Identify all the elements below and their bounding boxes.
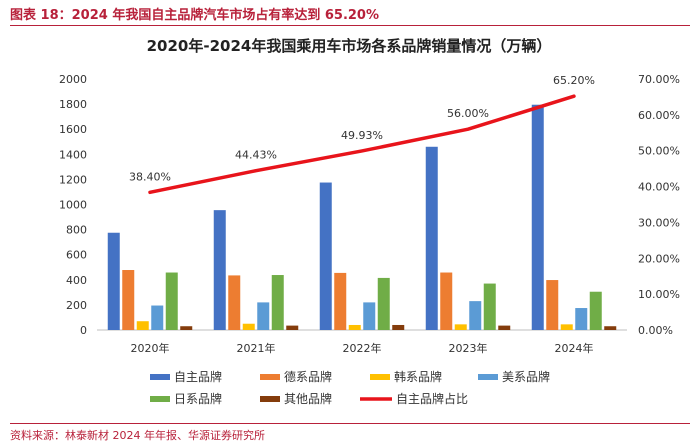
left-axis-ticks: 0 200 400 600 800 1000 1200 1400 1600 1800 2000 — [59, 73, 87, 337]
bar — [334, 272, 347, 330]
legend-label: 其他品牌 — [284, 392, 332, 406]
bar — [575, 308, 588, 330]
bar — [213, 210, 226, 330]
share-data-label: 65.20% — [553, 74, 595, 87]
x-tick-label: 2021年 — [237, 341, 276, 355]
bar — [546, 280, 559, 330]
y-tick-label: 1600 — [59, 123, 87, 136]
y-tick-label: 0 — [80, 324, 87, 337]
category-labels: 2020年 2021年 2022年 2023年 2024年 — [131, 341, 594, 355]
y-tick-label: 200 — [66, 299, 87, 312]
chart-title: 2020年-2024年我国乘用车市场各系品牌销量情况（万辆） — [147, 37, 552, 55]
bar — [228, 275, 241, 330]
share-data-label: 44.43% — [235, 149, 277, 162]
y-tick-label: 400 — [66, 274, 87, 287]
bar — [363, 302, 376, 330]
bar — [531, 104, 544, 330]
bar — [151, 305, 164, 330]
bar — [107, 232, 120, 330]
bar — [319, 182, 332, 330]
bar — [377, 277, 390, 330]
legend-swatch — [370, 374, 390, 380]
y-tick-label: 1200 — [59, 173, 87, 186]
y2-tick-label: 50.00% — [638, 145, 680, 158]
bar — [469, 301, 482, 330]
y-tick-label: 600 — [66, 249, 87, 262]
y2-tick-label: 40.00% — [638, 181, 680, 194]
legend-swatch — [478, 374, 498, 380]
bar — [560, 324, 573, 330]
bar — [483, 283, 496, 330]
y2-tick-label: 20.00% — [638, 252, 680, 265]
y2-tick-label: 0.00% — [638, 324, 673, 337]
share-data-label: 49.93% — [341, 129, 383, 142]
x-tick-label: 2020年 — [131, 341, 170, 355]
legend-label: 自主品牌占比 — [396, 391, 468, 406]
bar — [498, 325, 511, 330]
legend-label: 日系品牌 — [174, 392, 222, 406]
legend-label: 德系品牌 — [284, 369, 332, 384]
x-tick-label: 2023年 — [449, 341, 488, 355]
share-line — [148, 94, 576, 195]
share-data-label: 38.40% — [129, 170, 171, 183]
bar — [271, 275, 284, 330]
y-tick-label: 2000 — [59, 73, 87, 86]
bar — [136, 321, 149, 330]
bar — [604, 326, 617, 330]
legend-swatch — [260, 396, 280, 402]
y-tick-label: 1000 — [59, 199, 87, 212]
title-divider — [10, 25, 690, 26]
bar — [286, 325, 299, 330]
bar — [348, 324, 361, 330]
bar — [589, 291, 602, 330]
bar — [425, 146, 438, 330]
bars — [107, 104, 617, 330]
share-data-label: 56.00% — [447, 107, 489, 120]
share-line-layer: 38.40% 44.43% 49.93% 56.00% 65.20% — [129, 74, 595, 195]
figure-title: 图表 18：2024 年我国自主品牌汽车市场占有率达到 65.20% — [10, 8, 379, 23]
legend-swatch — [260, 374, 280, 380]
bar — [440, 272, 453, 330]
right-axis-ticks: 0.00% 10.00% 20.00% 30.00% 40.00% 50.00% 60.00… — [638, 73, 680, 337]
bar — [165, 272, 178, 330]
legend-swatch — [150, 396, 170, 402]
y2-tick-label: 60.00% — [638, 109, 680, 122]
bar — [392, 324, 405, 330]
y2-tick-label: 30.00% — [638, 216, 680, 229]
y2-tick-label: 10.00% — [638, 288, 680, 301]
y-tick-label: 800 — [66, 224, 87, 237]
bar — [122, 270, 135, 330]
x-tick-label: 2022年 — [343, 341, 382, 355]
legend-label: 美系品牌 — [502, 370, 550, 384]
y2-tick-label: 70.00% — [638, 73, 680, 86]
bar — [454, 324, 467, 330]
bar — [180, 326, 193, 330]
y-tick-label: 1400 — [59, 148, 87, 161]
bar — [242, 323, 255, 330]
source-note: 资料来源：林泰新材 2024 年年报、华源证券研究所 — [10, 429, 265, 442]
legend-label: 自主品牌 — [174, 370, 222, 384]
source-divider — [10, 423, 690, 424]
bar — [257, 302, 270, 330]
y-tick-label: 1800 — [59, 98, 87, 111]
x-tick-label: 2024年 — [555, 341, 594, 355]
legend-swatch — [150, 374, 170, 380]
legend-label: 韩系品牌 — [394, 369, 442, 384]
